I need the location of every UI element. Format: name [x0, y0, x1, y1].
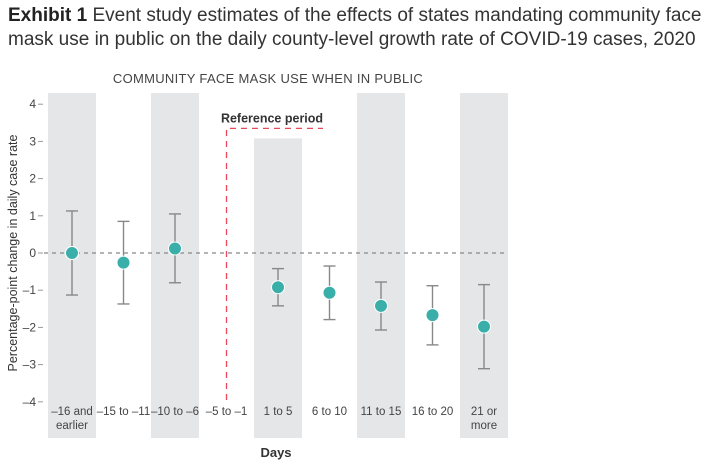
y-tick-label: 2 — [29, 172, 36, 186]
x-tick-label: more — [471, 420, 497, 432]
reference-period-label: Reference period — [221, 111, 323, 125]
shaded-band — [460, 93, 508, 438]
reference-period-bracket — [225, 127, 323, 400]
y-tick-label: 1 — [29, 209, 36, 223]
x-tick-label: –10 to –6 — [151, 406, 199, 418]
estimate-point — [425, 308, 440, 323]
estimate-point — [65, 246, 79, 260]
y-axis-label: Percentage-point change in daily case ra… — [6, 134, 20, 371]
y-tick-label: –3 — [23, 358, 37, 372]
x-tick-label: 6 to 10 — [312, 406, 347, 418]
x-tick-label: –15 to –11 — [97, 406, 151, 418]
estimate-point — [271, 280, 285, 295]
x-tick-label: –5 to –1 — [206, 406, 248, 418]
x-tick-label: 11 to 15 — [361, 406, 402, 418]
y-tick-label: 4 — [29, 97, 36, 111]
estimate-point — [374, 298, 388, 313]
x-tick-label: 16 to 20 — [412, 406, 454, 418]
y-tick-label: 0 — [29, 246, 36, 260]
y-tick-label: –2 — [23, 320, 37, 334]
x-tick-label: 21 or — [471, 406, 497, 418]
x-axis-label: Days — [260, 445, 291, 460]
estimate-point — [322, 285, 337, 300]
x-tick-label: 1 to 5 — [264, 406, 293, 418]
y-tick-label: 3 — [29, 134, 36, 148]
shaded-band — [357, 93, 405, 438]
x-tick-label: earlier — [56, 420, 88, 432]
estimate-point — [477, 319, 491, 334]
estimate-point — [168, 241, 182, 256]
estimate-point — [116, 255, 131, 270]
x-tick-label: –16 and — [51, 406, 93, 418]
exhibit-label: Exhibit 1 — [8, 5, 88, 26]
y-tick-label: –4 — [23, 395, 37, 409]
exhibit-title-text: Event study estimates of the effects of … — [8, 5, 702, 50]
exhibit-title: Exhibit 1 Event study estimates of the e… — [8, 4, 718, 52]
chart-subtitle: COMMUNITY FACE MASK USE WHEN IN PUBLIC — [113, 71, 423, 86]
y-tick-label: –1 — [23, 283, 37, 297]
